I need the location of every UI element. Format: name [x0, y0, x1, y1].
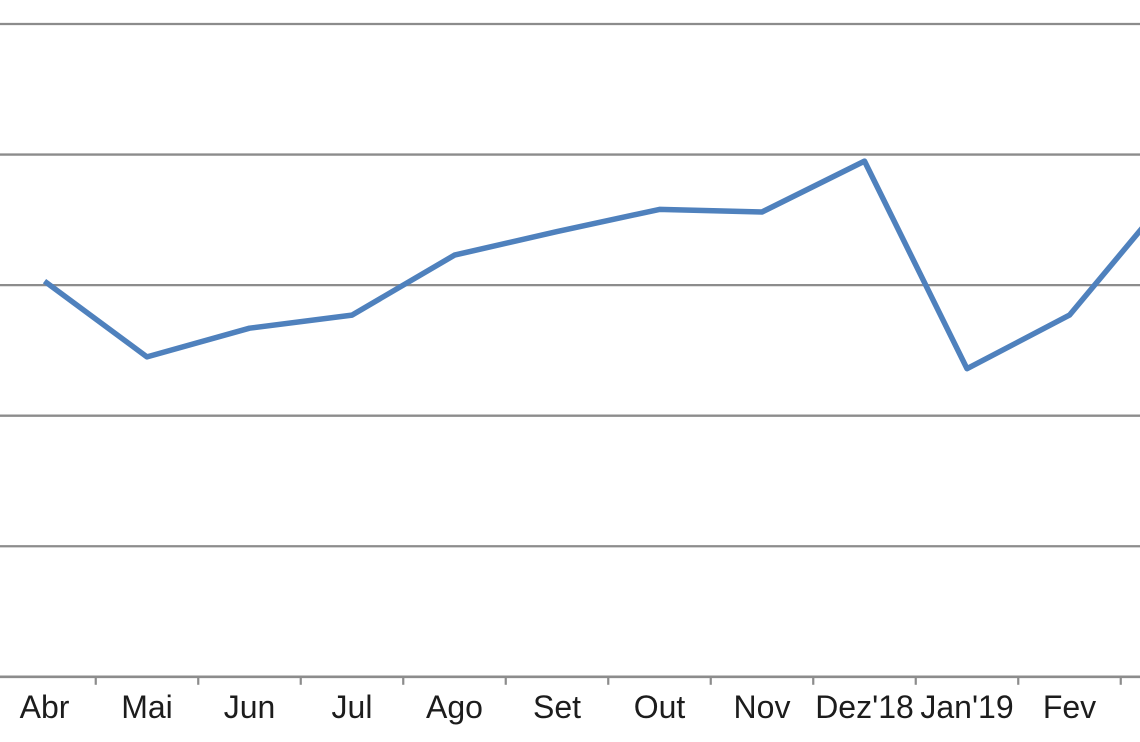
x-axis-label-set: Set — [533, 689, 581, 725]
x-axis-label-mai: Mai — [121, 689, 173, 725]
x-axis-label-ago: Ago — [426, 689, 483, 725]
x-axis-label-out: Out — [634, 689, 686, 725]
x-axis-label-nov: Nov — [734, 689, 791, 725]
x-axis-label-jul: Jul — [332, 689, 373, 725]
x-axis-label-abr: Abr — [20, 689, 70, 725]
data-series-line — [42, 158, 1140, 372]
x-axis-label-fev: Fev — [1043, 689, 1096, 725]
x-axis-label-jun: Jun — [224, 689, 276, 725]
x-axis-label-dez18: Dez'18 — [815, 689, 914, 725]
x-axis-label-jan19: Jan'19 — [920, 689, 1013, 725]
